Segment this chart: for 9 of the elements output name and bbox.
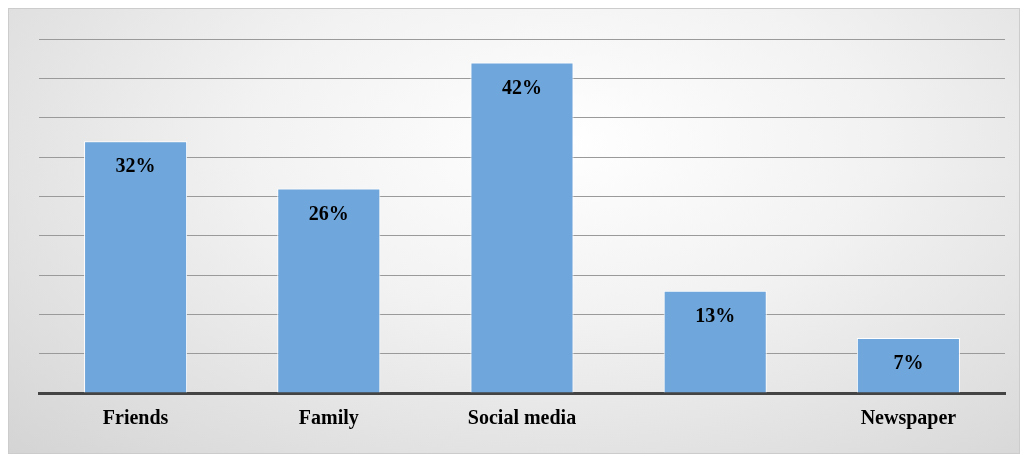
x-tick-label: Newspaper <box>860 406 957 430</box>
x-tick-label: Social media <box>467 406 577 429</box>
data-label: 32% <box>115 154 156 177</box>
x-tick-label: Friends <box>102 406 169 429</box>
data-label: 42% <box>502 75 542 98</box>
data-label: 13% <box>695 303 736 326</box>
data-label: 7% <box>893 351 924 374</box>
x-tick-label: Family <box>298 406 359 430</box>
data-label: 26% <box>308 201 349 224</box>
